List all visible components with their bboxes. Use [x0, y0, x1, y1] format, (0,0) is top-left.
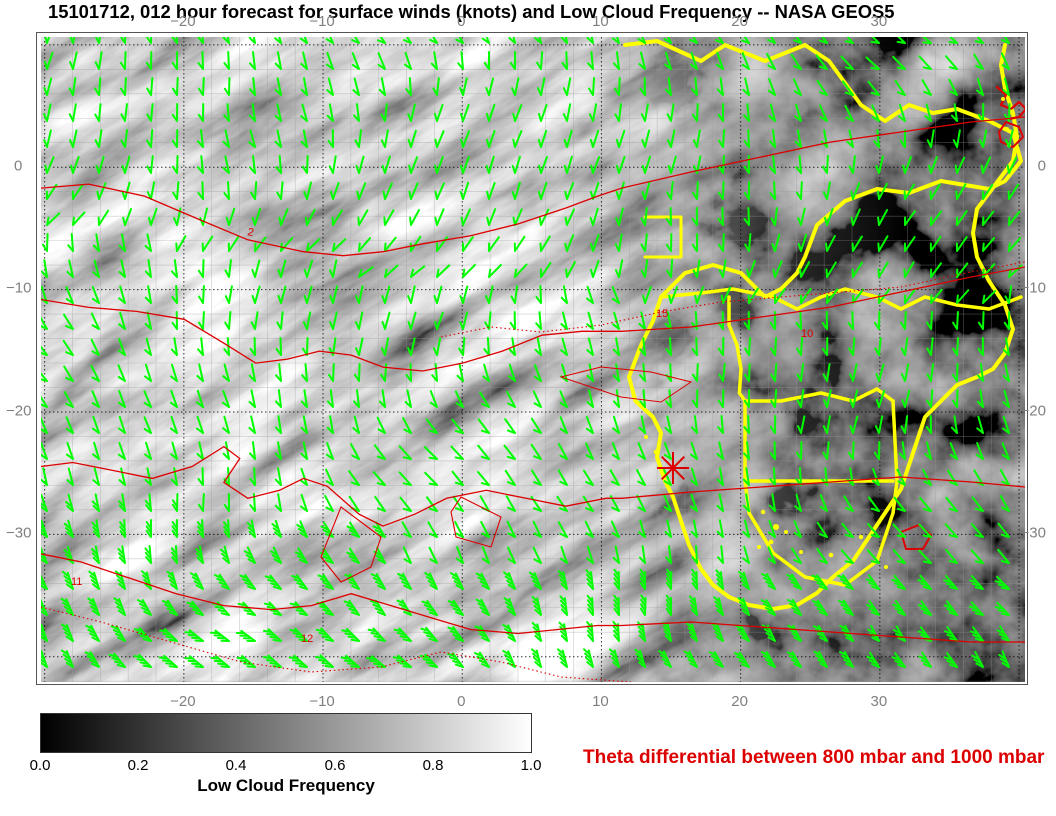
- svg-text:10: 10: [801, 328, 813, 340]
- svg-text:11: 11: [71, 576, 82, 588]
- svg-text:15: 15: [656, 308, 668, 320]
- svg-text:12: 12: [301, 633, 313, 645]
- svg-text:2: 2: [246, 226, 254, 239]
